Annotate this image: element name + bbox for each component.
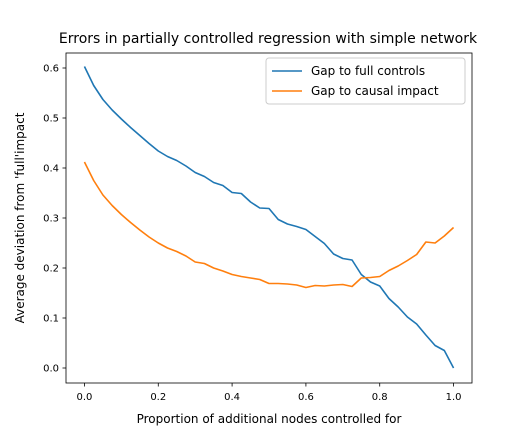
y-tick-label: 0.2 <box>43 264 59 275</box>
y-tick-label: 0.3 <box>43 214 59 225</box>
y-axis: 0.0 0.1 0.2 0.3 0.4 0.5 0.6 <box>43 64 66 375</box>
legend: Gap to full controls Gap to causal impac… <box>265 57 466 105</box>
legend-label-full-controls: Gap to full controls <box>311 64 425 78</box>
x-tick-label: 0.4 <box>224 392 240 403</box>
series-layer <box>83 66 455 369</box>
x-axis-label: Proportion of additional nodes controlle… <box>137 412 402 426</box>
series-line-causal-impact <box>83 161 455 289</box>
series-line-full-controls <box>83 66 455 369</box>
x-tick-label: 0.6 <box>298 392 314 403</box>
x-axis: 0.0 0.2 0.4 0.6 0.8 1.0 <box>77 383 462 403</box>
y-axis-label: Average deviation from 'full'impact <box>13 112 27 323</box>
y-tick-label: 0.6 <box>43 64 59 75</box>
y-tick-label: 0.0 <box>43 364 59 375</box>
y-tick-label: 0.5 <box>43 114 59 125</box>
x-tick-label: 0.8 <box>372 392 388 403</box>
x-tick-label: 1.0 <box>446 392 462 403</box>
y-tick-label: 0.4 <box>43 164 59 175</box>
legend-box <box>265 57 466 105</box>
x-tick-label: 0.0 <box>77 392 93 403</box>
chart-title: Errors in partially controlled regressio… <box>59 31 478 47</box>
x-tick-label: 0.2 <box>150 392 166 403</box>
legend-label-causal-impact: Gap to causal impact <box>311 84 439 98</box>
y-tick-label: 0.1 <box>43 314 59 325</box>
